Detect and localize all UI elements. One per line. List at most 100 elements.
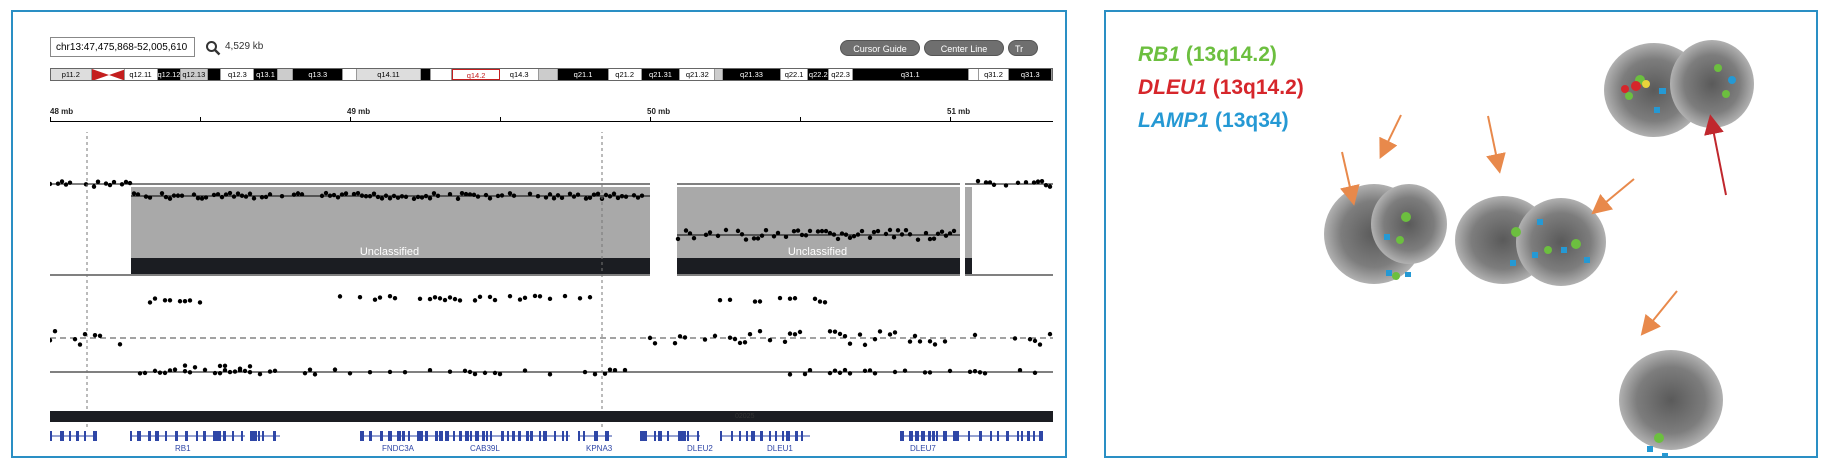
ideogram-band[interactable]: q12.3	[221, 69, 255, 80]
gene-exon	[682, 431, 686, 441]
locus-input[interactable]	[50, 37, 195, 57]
cn-point	[687, 231, 693, 236]
gene-annotation-track[interactable]: RB1 FNDC3A CAB39L KPNA3 DLEU2 DLEU1 DLEU…	[50, 427, 1053, 463]
gene-exon	[795, 431, 798, 441]
gene-exon	[1033, 431, 1035, 441]
ideogram-band[interactable]: q22.2	[808, 69, 830, 80]
ideogram-band[interactable]: q12.11	[124, 69, 158, 80]
cn-point	[163, 194, 169, 200]
cn-point	[843, 232, 849, 237]
baf-point	[182, 369, 188, 374]
baf-point	[367, 370, 373, 375]
ideogram-band[interactable]: q31.3	[1009, 69, 1052, 80]
cn-point	[59, 179, 65, 184]
gene-exon	[909, 431, 913, 441]
ideogram-band[interactable]: q12.13	[180, 69, 208, 80]
gene-label-dleu7[interactable]: DLEU7	[910, 444, 936, 453]
gene-exon	[697, 431, 699, 441]
ideogram-band[interactable]: q21.1	[558, 69, 609, 80]
gene-label-fndc3a[interactable]: FNDC3A	[382, 444, 415, 453]
chromosome-ideogram[interactable]: p11.2 q12.11 q12.12 q12.13 q12.3 q13.1 q13.3 q1…	[50, 68, 1053, 81]
ideogram-band[interactable]: q13.3	[293, 69, 344, 80]
track-names-button[interactable]: Tr	[1008, 40, 1038, 56]
ideogram-band[interactable]: q22.3	[829, 69, 853, 80]
gene-label-rb1[interactable]: RB1	[175, 444, 191, 453]
ideogram-band[interactable]	[420, 69, 431, 80]
gene-exon	[915, 431, 919, 441]
gene-exon	[953, 431, 957, 441]
cn-point	[819, 228, 825, 234]
gene-exon	[746, 431, 748, 441]
ideogram-band[interactable]: q31.2	[978, 69, 1010, 80]
gene-label-dleu1[interactable]: DLEU1	[767, 444, 793, 453]
ideogram-band[interactable]: q21.32	[680, 69, 716, 80]
baf-point	[402, 370, 408, 375]
data-tracks[interactable]	[50, 132, 1053, 427]
region-size-label: 4,529 kb	[225, 41, 264, 52]
ideogram-band[interactable]	[277, 69, 294, 80]
ideogram-band[interactable]	[968, 69, 979, 80]
cursor-guide-button[interactable]: Cursor Guide	[840, 40, 920, 56]
ideogram-band[interactable]: q21.2	[608, 69, 642, 80]
baf-point	[192, 365, 198, 370]
baf-point	[827, 329, 833, 334]
cn-point	[135, 192, 141, 197]
baf-point	[332, 367, 338, 372]
ideogram-band[interactable]: q14.11	[357, 69, 421, 80]
ideogram-band[interactable]	[91, 69, 125, 80]
ideogram-band[interactable]: q22.1	[781, 69, 809, 80]
baf-point	[727, 335, 733, 340]
gene-exon	[543, 431, 547, 441]
ideogram-band[interactable]	[539, 69, 559, 80]
cn-point	[55, 181, 61, 186]
gene-exon	[990, 431, 992, 441]
gene-label-kpna3[interactable]: KPNA3	[586, 444, 613, 453]
gene-exon	[583, 431, 585, 441]
baf-point	[147, 300, 153, 305]
ideogram-band[interactable]	[430, 69, 452, 80]
ideogram-band[interactable]: q21.31	[641, 69, 681, 80]
cn-point	[195, 195, 201, 201]
center-line-button[interactable]: Center Line	[924, 40, 1004, 56]
baf-point	[732, 336, 738, 342]
gene-exon	[241, 431, 243, 441]
cn-point	[927, 236, 933, 242]
cn-point	[67, 180, 73, 185]
baf-point	[152, 296, 158, 301]
ideogram-band[interactable]: q12.12	[157, 69, 181, 80]
baf-point	[677, 334, 683, 339]
cn-point	[619, 193, 625, 199]
cn-point	[815, 229, 821, 234]
gene-exon	[957, 431, 959, 441]
ideogram-band[interactable]: q14.3	[500, 69, 540, 80]
ideogram-band[interactable]	[343, 69, 358, 80]
cn-point	[595, 191, 601, 196]
search-icon[interactable]	[205, 40, 221, 56]
gene-exon	[605, 431, 609, 441]
baf-point	[472, 371, 478, 377]
cn-point	[259, 195, 265, 200]
ideogram-band[interactable]: q13.1	[254, 69, 278, 80]
ideogram-band[interactable]: q21.33	[722, 69, 782, 80]
nucleus-top-right	[1604, 40, 1754, 137]
cn-point	[855, 232, 861, 237]
ruler-label-49mb: 49 mb	[347, 107, 371, 116]
gene-exon	[594, 431, 598, 441]
cn-point	[631, 193, 637, 198]
baf-point	[577, 296, 583, 301]
ruler-tick	[650, 117, 651, 122]
annotation-arrows	[1340, 114, 1727, 336]
baf-point	[167, 368, 173, 373]
baf-point	[927, 370, 933, 375]
ideogram-band[interactable]: q14.2	[451, 69, 501, 80]
gene-label-dleu2[interactable]: DLEU2	[687, 444, 713, 453]
ideogram-band[interactable]	[207, 69, 222, 80]
cn-point	[191, 192, 197, 197]
cn-point	[899, 232, 905, 237]
gene-label-cab39l[interactable]: CAB39L	[470, 444, 500, 453]
baf-point	[492, 370, 498, 376]
ideogram-band[interactable]: p11.2	[51, 69, 92, 80]
ideogram-band[interactable]	[715, 69, 723, 80]
ideogram-band[interactable]: q31.1	[852, 69, 969, 80]
arrow-orange-1	[1340, 151, 1360, 206]
